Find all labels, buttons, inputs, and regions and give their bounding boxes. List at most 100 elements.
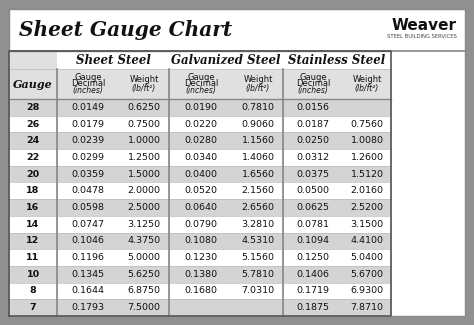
Text: 11: 11 [27, 253, 40, 262]
Text: STEEL BUILDING SERVICES: STEEL BUILDING SERVICES [387, 33, 457, 38]
Text: 0.1345: 0.1345 [72, 270, 105, 279]
Bar [57, 51, 169, 69]
Text: Gauge: Gauge [74, 72, 102, 82]
Text: 7.5000: 7.5000 [128, 303, 161, 312]
Text: 0.0359: 0.0359 [72, 170, 105, 179]
Text: 2.6560: 2.6560 [241, 203, 274, 212]
Text: Galvanized Steel: Galvanized Steel [171, 54, 281, 67]
Bar [9, 216, 391, 233]
Text: 28: 28 [27, 103, 40, 112]
Text: Decimal: Decimal [296, 79, 330, 87]
Text: 7.0310: 7.0310 [241, 286, 274, 295]
Text: 2.0000: 2.0000 [128, 186, 161, 195]
Text: 1.5000: 1.5000 [128, 170, 161, 179]
Bar [9, 299, 391, 316]
Text: 0.0520: 0.0520 [184, 186, 218, 195]
Text: 0.0400: 0.0400 [184, 170, 218, 179]
Text: 0.1644: 0.1644 [72, 286, 104, 295]
Text: 0.0781: 0.0781 [297, 220, 329, 229]
Text: 0.1230: 0.1230 [184, 253, 218, 262]
Text: 1.6560: 1.6560 [241, 170, 274, 179]
Text: Gauge: Gauge [187, 72, 215, 82]
Text: 2.5000: 2.5000 [128, 203, 161, 212]
Bar [283, 51, 391, 69]
Text: 6.9300: 6.9300 [350, 286, 383, 295]
Text: Weight: Weight [352, 75, 382, 84]
Text: 7.8710: 7.8710 [350, 303, 383, 312]
Text: 6.8750: 6.8750 [128, 286, 161, 295]
Bar [9, 149, 391, 166]
Text: 0.6250: 0.6250 [128, 103, 161, 112]
Text: 4.4100: 4.4100 [350, 236, 383, 245]
Text: 4.3750: 4.3750 [128, 236, 161, 245]
Text: 0.0299: 0.0299 [72, 153, 104, 162]
Text: 3.1500: 3.1500 [350, 220, 383, 229]
Text: 0.7810: 0.7810 [241, 103, 274, 112]
Text: 0.0790: 0.0790 [184, 220, 218, 229]
Text: 2.0160: 2.0160 [350, 186, 383, 195]
Text: Gauge: Gauge [299, 72, 327, 82]
Text: 0.0478: 0.0478 [72, 186, 104, 195]
Text: 3.2810: 3.2810 [241, 220, 274, 229]
Text: 0.0149: 0.0149 [72, 103, 104, 112]
Bar [9, 266, 391, 283]
Text: 1.0080: 1.0080 [350, 136, 383, 145]
Text: 20: 20 [27, 170, 39, 179]
Text: 0.0375: 0.0375 [296, 170, 329, 179]
Bar [9, 99, 391, 116]
Text: 0.1719: 0.1719 [297, 286, 329, 295]
Text: 0.0250: 0.0250 [297, 136, 329, 145]
Text: Weight: Weight [129, 75, 159, 84]
Text: (lb/ft²): (lb/ft²) [132, 84, 156, 93]
Text: 5.6700: 5.6700 [350, 270, 383, 279]
Text: 0.1793: 0.1793 [72, 303, 105, 312]
Text: (inches): (inches) [185, 85, 217, 95]
Text: 0.1046: 0.1046 [72, 236, 104, 245]
Text: 0.1875: 0.1875 [297, 303, 329, 312]
Text: (inches): (inches) [73, 85, 103, 95]
Text: 26: 26 [27, 120, 40, 129]
Text: 0.0500: 0.0500 [297, 186, 329, 195]
Text: Decimal: Decimal [184, 79, 218, 87]
Text: 1.0000: 1.0000 [128, 136, 161, 145]
Text: 0.1094: 0.1094 [297, 236, 329, 245]
Text: 0.0179: 0.0179 [72, 120, 104, 129]
Text: (lb/ft²): (lb/ft²) [355, 84, 379, 93]
Text: 0.0747: 0.0747 [72, 220, 104, 229]
Text: 0.1380: 0.1380 [184, 270, 218, 279]
Bar [9, 51, 391, 99]
Text: 0.1250: 0.1250 [297, 253, 329, 262]
Text: 18: 18 [27, 186, 40, 195]
Text: 0.0280: 0.0280 [184, 136, 218, 145]
Text: 5.0400: 5.0400 [350, 253, 383, 262]
Text: Decimal: Decimal [71, 79, 105, 87]
Text: 0.7560: 0.7560 [350, 120, 383, 129]
Text: 1.2600: 1.2600 [350, 153, 383, 162]
Text: 12: 12 [27, 236, 40, 245]
Text: 5.0000: 5.0000 [128, 253, 161, 262]
Text: 0.0598: 0.0598 [72, 203, 104, 212]
Text: 1.2500: 1.2500 [128, 153, 161, 162]
Text: 1.1560: 1.1560 [241, 136, 274, 145]
Text: Stainless Steel: Stainless Steel [288, 54, 386, 67]
Text: 0.1196: 0.1196 [72, 253, 104, 262]
Text: (inches): (inches) [298, 85, 328, 95]
Text: 0.0640: 0.0640 [184, 203, 218, 212]
Text: (lb/ft²): (lb/ft²) [246, 84, 270, 93]
Text: Sheet Gauge Chart: Sheet Gauge Chart [19, 20, 232, 40]
Text: 0.0312: 0.0312 [296, 153, 329, 162]
Text: Weight: Weight [243, 75, 273, 84]
Text: 0.0239: 0.0239 [72, 136, 105, 145]
Text: 2.1560: 2.1560 [241, 186, 274, 195]
Text: 5.7810: 5.7810 [241, 270, 274, 279]
Text: 14: 14 [27, 220, 40, 229]
Text: 8: 8 [29, 286, 36, 295]
Bar [9, 132, 391, 149]
Text: 0.1680: 0.1680 [184, 286, 218, 295]
Bar [9, 233, 391, 249]
Bar [9, 199, 391, 216]
Text: 0.0187: 0.0187 [297, 120, 329, 129]
Text: 5.1560: 5.1560 [241, 253, 274, 262]
Text: 1.4060: 1.4060 [241, 153, 274, 162]
Text: 0.0156: 0.0156 [297, 103, 329, 112]
